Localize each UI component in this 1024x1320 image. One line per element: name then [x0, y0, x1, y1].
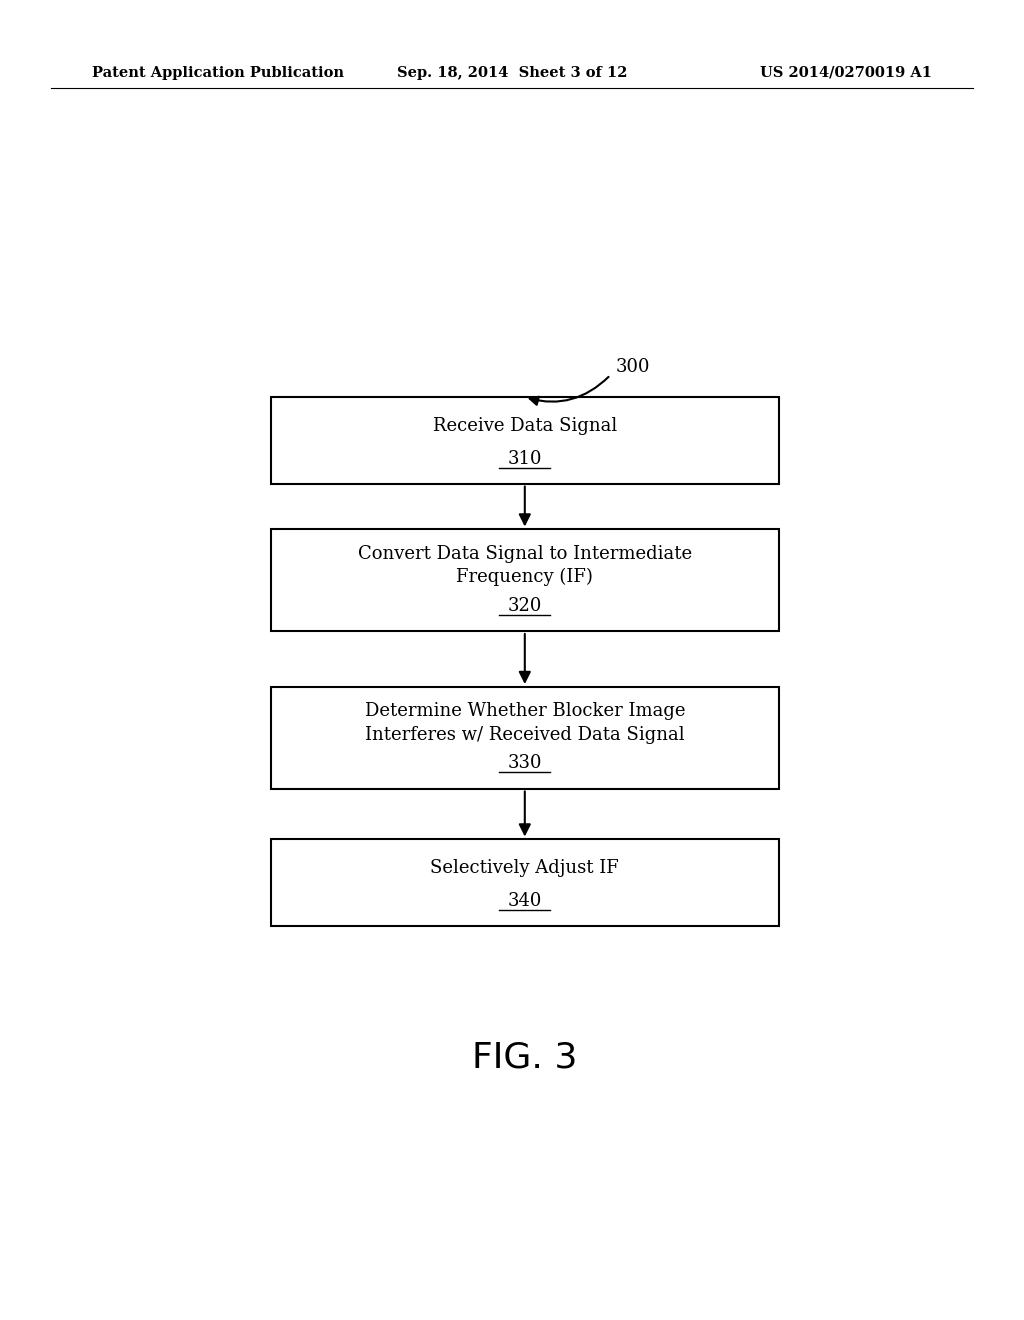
Text: Selectively Adjust IF: Selectively Adjust IF — [430, 859, 620, 878]
Text: 330: 330 — [508, 754, 542, 772]
FancyBboxPatch shape — [270, 529, 779, 631]
FancyBboxPatch shape — [270, 840, 779, 925]
FancyBboxPatch shape — [270, 686, 779, 788]
Text: 310: 310 — [508, 450, 542, 467]
Text: Patent Application Publication: Patent Application Publication — [92, 66, 344, 79]
Text: US 2014/0270019 A1: US 2014/0270019 A1 — [760, 66, 932, 79]
Text: Frequency (IF): Frequency (IF) — [457, 568, 593, 586]
FancyBboxPatch shape — [270, 397, 779, 483]
Text: 320: 320 — [508, 597, 542, 615]
Text: Sep. 18, 2014  Sheet 3 of 12: Sep. 18, 2014 Sheet 3 of 12 — [396, 66, 628, 79]
Text: 300: 300 — [616, 358, 650, 376]
Text: Determine Whether Blocker Image: Determine Whether Blocker Image — [365, 702, 685, 721]
Text: Interferes w/ Received Data Signal: Interferes w/ Received Data Signal — [365, 726, 685, 743]
Text: FIG. 3: FIG. 3 — [472, 1041, 578, 1074]
Text: 340: 340 — [508, 892, 542, 909]
Text: Convert Data Signal to Intermediate: Convert Data Signal to Intermediate — [357, 545, 692, 562]
Text: Receive Data Signal: Receive Data Signal — [433, 417, 616, 436]
